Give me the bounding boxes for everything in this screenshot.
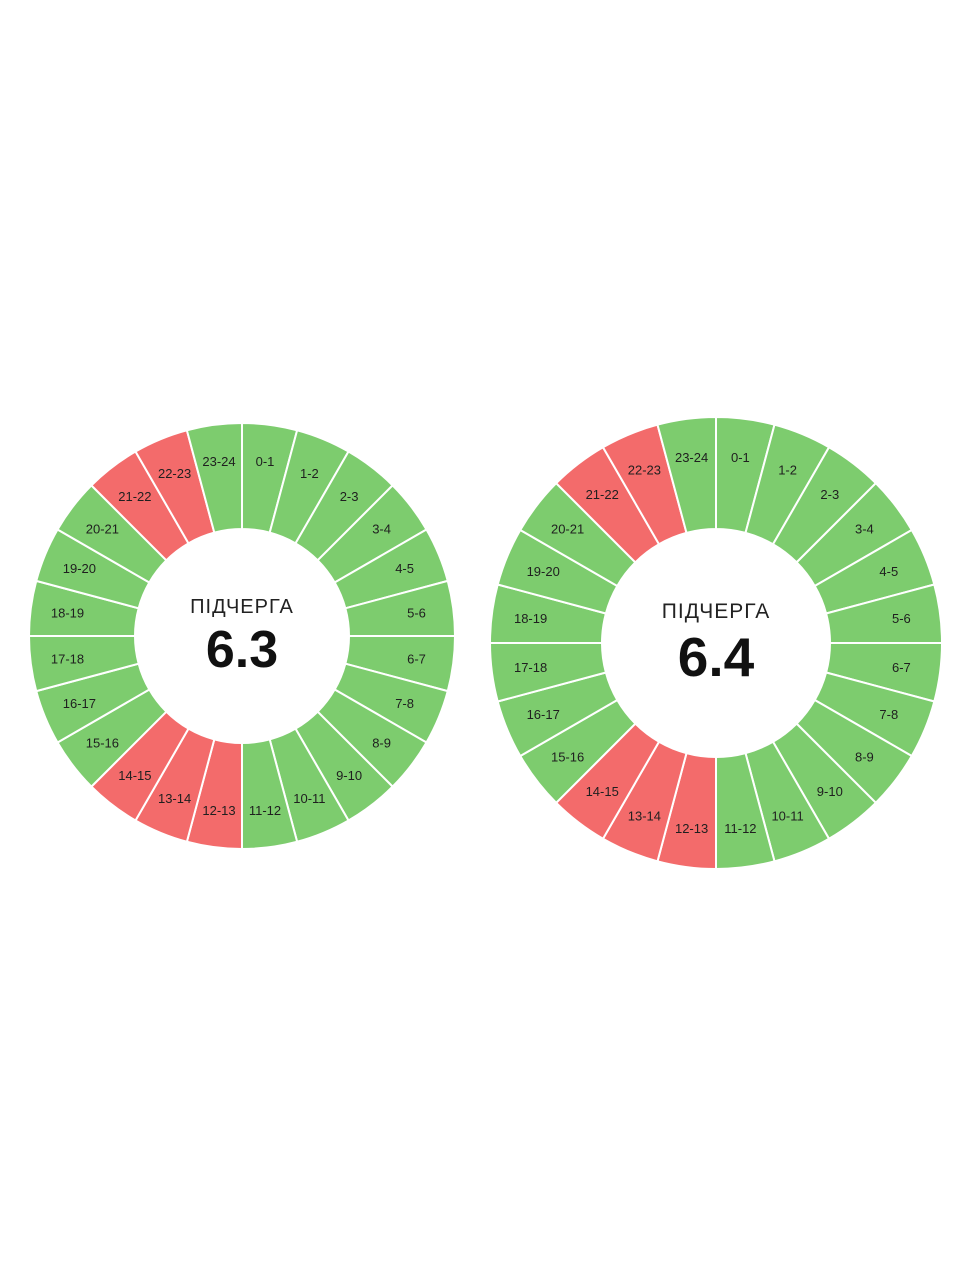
center-hole [602, 529, 830, 757]
segment-label-23-24: 23-24 [202, 454, 235, 469]
segment-label-2-3: 2-3 [340, 489, 359, 504]
segment-label-16-17: 16-17 [527, 707, 560, 722]
segment-label-10-11: 10-11 [293, 791, 325, 806]
segment-label-21-22: 21-22 [586, 487, 619, 502]
segment-label-8-9: 8-9 [372, 736, 391, 751]
segment-label-3-4: 3-4 [855, 522, 874, 537]
segment-label-17-18: 17-18 [51, 652, 84, 667]
hour-segments [489, 416, 943, 870]
segment-label-2-3: 2-3 [820, 487, 839, 502]
segment-label-22-23: 22-23 [628, 463, 661, 478]
segment-label-18-19: 18-19 [51, 606, 84, 621]
segment-label-20-21: 20-21 [86, 521, 119, 536]
segment-label-6-7: 6-7 [407, 652, 426, 667]
segment-label-6-7: 6-7 [892, 660, 911, 675]
segment-label-21-22: 21-22 [118, 489, 151, 504]
center-value: 6.3 [206, 621, 278, 679]
segment-label-5-6: 5-6 [407, 606, 426, 621]
segment-label-18-19: 18-19 [514, 611, 547, 626]
segment-label-11-12: 11-12 [724, 821, 756, 836]
segment-label-3-4: 3-4 [372, 521, 391, 536]
segment-label-16-17: 16-17 [63, 696, 96, 711]
segment-label-23-24: 23-24 [675, 450, 708, 465]
segment-label-12-13: 12-13 [202, 803, 235, 818]
segment-label-20-21: 20-21 [551, 522, 584, 537]
segment-label-4-5: 4-5 [879, 564, 898, 579]
center-hole [135, 529, 349, 743]
segment-label-7-8: 7-8 [879, 707, 898, 722]
segment-label-13-14: 13-14 [628, 808, 661, 823]
segment-label-5-6: 5-6 [892, 611, 911, 626]
segment-label-19-20: 19-20 [63, 561, 96, 576]
segment-label-8-9: 8-9 [855, 749, 874, 764]
segment-label-9-10: 9-10 [817, 784, 843, 799]
segment-label-4-5: 4-5 [395, 561, 414, 576]
donut-chart-6-4: 0-1 1-2 2-3 3-4 4-5 5-6 6-7 7-8 8-9 9-10 10-11 11-1… [489, 416, 943, 870]
segment-label-17-18: 17-18 [514, 660, 547, 675]
segment-label-19-20: 19-20 [527, 564, 560, 579]
segment-label-1-2: 1-2 [300, 466, 319, 481]
hour-labels: 0-1 1-2 2-3 3-4 4-5 5-6 6-7 7-8 8-9 9-10 10-11 11-1… [514, 450, 911, 836]
segment-label-11-12: 11-12 [249, 803, 281, 818]
donut-chart-6-3: 0-1 1-2 2-3 3-4 4-5 5-6 6-7 7-8 8-9 9-10 10-11 11-1… [28, 422, 456, 850]
segment-label-7-8: 7-8 [395, 696, 414, 711]
segment-label-1-2: 1-2 [778, 463, 797, 478]
segment-label-9-10: 9-10 [336, 768, 362, 783]
center-value: 6.4 [678, 626, 755, 688]
segment-label-13-14: 13-14 [158, 791, 191, 806]
segment-label-14-15: 14-15 [586, 784, 619, 799]
segment-label-10-11: 10-11 [771, 808, 803, 823]
segment-label-14-15: 14-15 [118, 768, 151, 783]
segment-label-12-13: 12-13 [675, 821, 708, 836]
hour-segments [28, 422, 456, 850]
segment-label-15-16: 15-16 [86, 736, 119, 751]
segment-label-0-1: 0-1 [256, 454, 275, 469]
hour-labels: 0-1 1-2 2-3 3-4 4-5 5-6 6-7 7-8 8-9 9-10 10-11 11-1… [51, 454, 426, 818]
segment-label-15-16: 15-16 [551, 749, 584, 764]
segment-label-22-23: 22-23 [158, 466, 191, 481]
segment-label-0-1: 0-1 [731, 450, 750, 465]
center-caption: ПІДЧЕРГА [662, 600, 770, 623]
center-caption: ПІДЧЕРГА [190, 596, 294, 618]
